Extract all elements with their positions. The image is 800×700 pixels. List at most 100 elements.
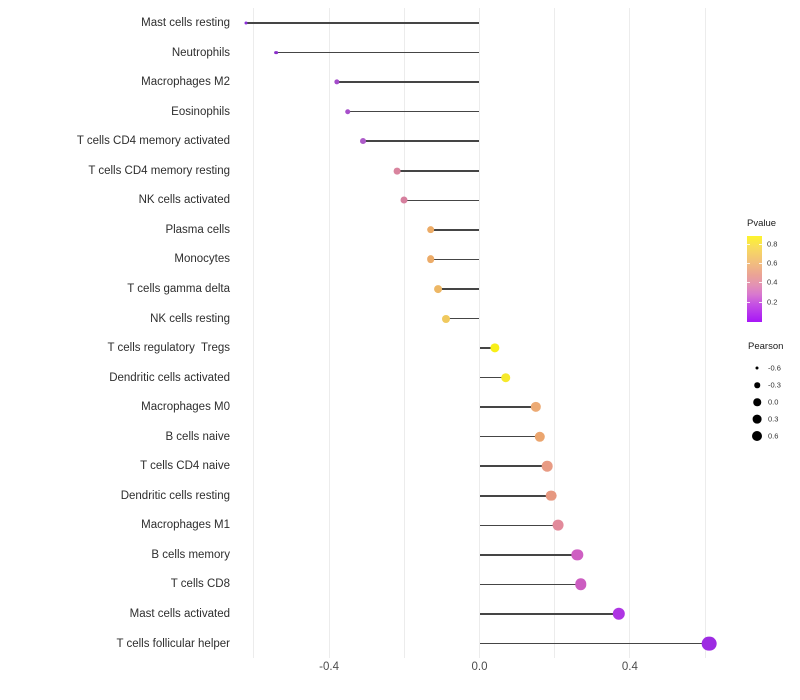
colorbar-tick-mark [747, 301, 750, 303]
lollipop-dot [426, 226, 435, 234]
lollipop-dot [534, 431, 545, 442]
lollipop-stem [396, 169, 480, 172]
pearson-legend-label: -0.3 [768, 380, 781, 390]
pearson-legend-title: Pearson [748, 341, 784, 352]
lollipop-stem [479, 554, 578, 556]
lollipop-stem [479, 376, 506, 379]
lollipop-stem [404, 199, 480, 202]
lollipop-stem [445, 317, 480, 320]
lollipop-stem [479, 613, 619, 615]
lollipop-stem [362, 140, 480, 142]
colorbar-tick-mark [759, 282, 762, 284]
category-label: Plasma cells [165, 223, 230, 236]
lollipop-dot [545, 490, 557, 502]
gridline [403, 8, 405, 658]
pvalue-tick-label: 0.8 [767, 239, 778, 249]
category-label: Neutrophils [171, 46, 230, 59]
category-label: Dendritic cells resting [120, 489, 230, 502]
lollipop-dot [701, 636, 717, 651]
lollipop-stem [479, 524, 559, 527]
category-label: T cells CD4 naive [140, 460, 230, 473]
category-label: T cells CD8 [170, 578, 230, 591]
pvalue-tick-label: 0.4 [767, 277, 778, 287]
lollipop-stem [479, 406, 536, 408]
category-label: B cells memory [151, 548, 230, 561]
gridline [253, 8, 255, 658]
lollipop-stem [479, 465, 548, 468]
pearson-legend-dot [754, 382, 760, 388]
lollipop-stem [479, 495, 551, 497]
lollipop-dot [244, 21, 248, 25]
pearson-legend-label: 0.3 [768, 414, 779, 424]
lollipop-dot [612, 607, 625, 621]
lollipop-dot [426, 255, 435, 264]
lollipop-stem [246, 22, 480, 24]
pearson-legend-dot [755, 366, 759, 370]
x-axis-tick-label: 0.0 [471, 661, 488, 673]
pearson-legend-label: -0.6 [768, 363, 781, 373]
lollipop-dot [501, 372, 511, 383]
gridline [479, 8, 480, 658]
lollipop-stem [347, 110, 480, 113]
category-label: T cells gamma delta [127, 282, 230, 295]
pvalue-legend-title: Pvalue [747, 218, 777, 229]
colorbar-tick-mark [747, 243, 750, 245]
pvalue-tick-label: 0.2 [767, 297, 778, 307]
lollipop-stem [479, 347, 495, 349]
category-label: NK cells resting [150, 312, 230, 325]
pearson-legend-label: 0.6 [768, 431, 779, 441]
colorbar-tick-mark [747, 282, 750, 284]
category-label: Eosinophils [171, 105, 230, 118]
category-label: B cells naive [165, 430, 230, 443]
category-label: Mast cells resting [141, 17, 230, 29]
lollipop-stem [479, 642, 709, 645]
lollipop-dot [575, 578, 587, 591]
lollipop-dot [541, 460, 553, 472]
gridline [629, 8, 631, 658]
colorbar-tick-mark [759, 243, 762, 245]
lollipop-dot [359, 138, 366, 145]
colorbar-tick-mark [747, 263, 750, 265]
lollipop-dot [571, 549, 583, 561]
lollipop-stem [430, 258, 480, 261]
x-axis-tick-label: -0.4 [319, 661, 340, 673]
lollipop-dot [530, 401, 542, 413]
lollipop-stem [479, 583, 582, 586]
pvalue-tick-label: 0.6 [767, 258, 778, 268]
category-label: T cells regulatory Tregs [107, 342, 230, 355]
lollipop-stem [430, 229, 480, 231]
category-label: T cells CD4 memory activated [76, 135, 230, 148]
pvalue-colorbar [747, 236, 762, 322]
lollipop-dot [333, 79, 340, 85]
lollipop-stem [479, 435, 540, 438]
category-label: Monocytes [174, 253, 230, 266]
category-label: Dendritic cells activated [109, 371, 230, 384]
category-label: T cells CD4 memory resting [88, 164, 230, 177]
pearson-legend-dot [752, 431, 762, 441]
pearson-legend-label: 0.0 [768, 397, 779, 407]
colorbar-tick-mark [759, 301, 762, 303]
category-label: Macrophages M0 [141, 401, 230, 414]
lollipop-stem [276, 51, 480, 54]
lollipop-dot [400, 196, 408, 204]
lollipop-dot [345, 108, 351, 115]
gridline [704, 8, 706, 658]
lollipop-dot [393, 167, 401, 175]
lollipop-dot [274, 50, 279, 55]
lollipop-dot [489, 343, 500, 353]
pearson-legend-dot [753, 398, 761, 406]
lollipop-stem [336, 81, 480, 83]
category-label: NK cells activated [138, 194, 230, 207]
category-label: Macrophages M2 [141, 76, 230, 89]
x-axis-tick-label: 0.4 [621, 661, 638, 673]
pearson-legend-dot [752, 414, 762, 424]
gridline [328, 8, 330, 658]
colorbar-tick-mark [759, 263, 762, 265]
lollipop-dot [553, 519, 564, 531]
lollipop-stem [438, 288, 480, 290]
lollipop-dot [434, 285, 443, 293]
lollipop-dot [441, 314, 450, 323]
category-label: T cells follicular helper [116, 637, 230, 650]
category-label: Macrophages M1 [141, 519, 230, 532]
